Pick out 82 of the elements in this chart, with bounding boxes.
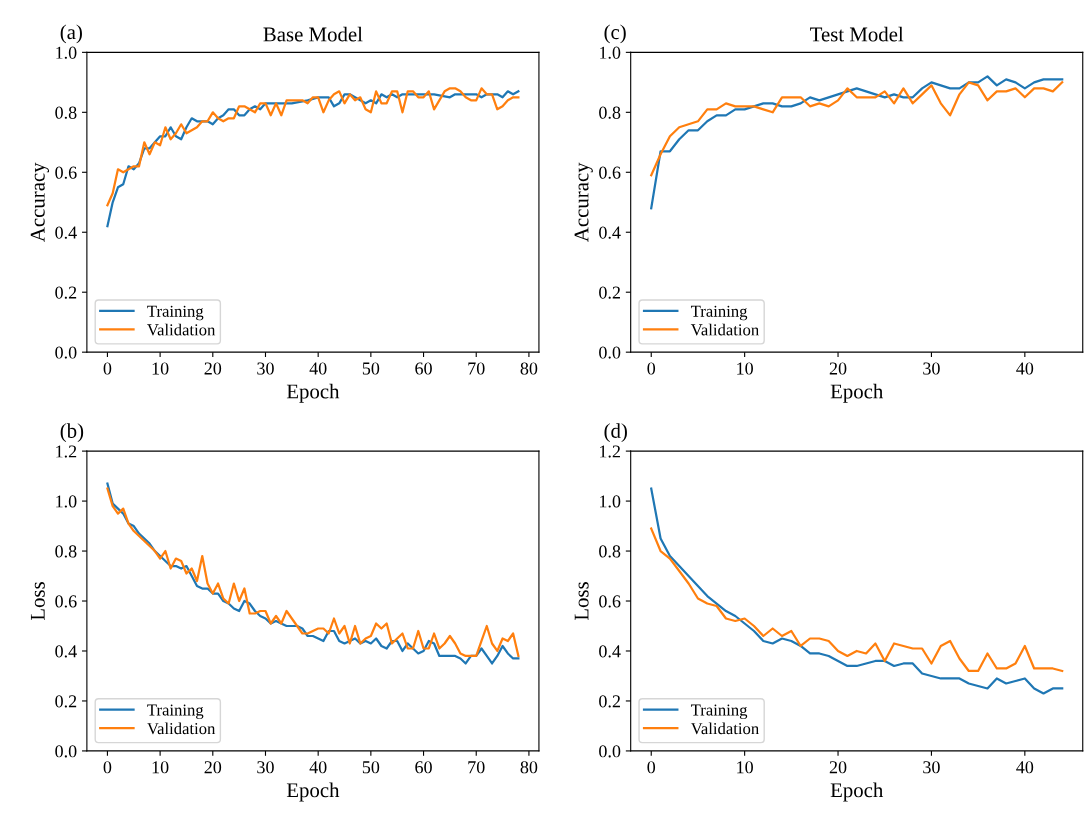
x-tick-label: 10 [737,761,753,774]
y-tick-label: 0.8 [599,545,621,558]
x-tick-label: 30 [257,362,274,375]
line-series [650,75,1064,210]
x-tick-label: 0 [103,362,112,375]
x-tick-label: 30 [923,761,940,774]
x-tick-label: 0 [103,761,112,774]
line-series [106,87,520,207]
y-tick-label: 0.6 [55,166,77,179]
x-axis-title: Epoch [830,383,884,403]
x-tick-label: 70 [468,761,485,774]
legend-label: Validation [147,722,216,735]
y-tick-label: 0.2 [599,695,620,708]
x-tick-label: 40 [309,362,327,375]
y-tick-label: 0.8 [55,545,77,558]
x-axis-title: Epoch [286,383,340,403]
y-tick-label: 0.2 [599,286,620,299]
x-tick-label: 30 [257,761,274,774]
x-tick-label: 20 [204,761,222,774]
y-tick-label: 0.8 [599,106,621,119]
line-series [106,90,520,228]
y-tick-label: 0.4 [55,645,77,658]
x-tick-label: 70 [468,362,485,375]
x-tick-label: 10 [152,761,169,774]
y-tick-label: 0.0 [55,346,77,359]
x-tick-label: 20 [829,362,847,375]
y-axis-title: Accuracy [30,162,50,242]
y-tick-label: 0.4 [599,645,621,658]
x-tick-label: 40 [309,761,327,774]
y-tick-label: 1.0 [56,495,77,508]
y-tick-label: 0.8 [55,106,77,119]
y-axis-title: Loss [574,582,589,621]
y-tick-label: 0.6 [55,595,77,608]
x-tick-label: 60 [415,362,432,375]
text: (c) [604,24,626,44]
x-tick-label: 0 [647,761,656,774]
y-tick-label: 0.0 [599,745,621,758]
x-tick-label: 0 [647,362,656,375]
x-tick-label: 40 [1016,362,1034,375]
line-series [650,81,1064,177]
line-series [650,487,1064,695]
x-tick-label: 80 [520,761,538,774]
y-tick-label: 0.4 [599,226,621,239]
y-axis-title: Accuracy [574,162,593,242]
legend-label: Training [691,704,748,720]
y-tick-label: 0.2 [55,286,77,299]
y-tick-label: 0.6 [599,595,621,608]
x-tick-label: 80 [520,362,538,375]
legend-label: Training [147,704,204,720]
y-tick-label: 1.0 [599,46,621,59]
y-tick-label: 1.2 [599,445,620,458]
y-tick-label: 1.0 [599,495,621,508]
x-tick-label: 20 [204,362,222,375]
x-tick-label: 10 [737,362,753,375]
legend-label: Training [691,305,748,321]
chart-title: Base Model [263,26,363,42]
y-axis-title: Loss [30,582,45,621]
line-series [650,527,1064,673]
x-axis-title: Epoch [286,782,340,802]
x-tick-label: 40 [1016,761,1034,774]
y-tick-label: 1.0 [56,46,77,59]
x-tick-label: 20 [829,761,847,774]
x-tick-label: 30 [923,362,940,375]
y-tick-label: 0.4 [55,226,77,239]
x-tick-label: 60 [415,761,432,774]
text: (a) [60,24,82,44]
x-tick-label: 50 [362,761,380,774]
chart-title: Test Model [810,26,904,42]
y-tick-label: 0.6 [599,166,621,179]
y-tick-label: 0.2 [55,695,77,708]
x-tick-label: 10 [152,362,169,375]
legend-label: Training [147,305,204,321]
y-tick-label: 1.2 [56,445,77,458]
x-tick-label: 50 [362,362,380,375]
legend-label: Validation [147,323,216,336]
y-tick-label: 0.0 [55,745,77,758]
x-axis-title: Epoch [830,782,884,802]
legend-label: Validation [690,722,759,735]
text: (b) [60,423,84,443]
legend-label: Validation [690,323,759,336]
y-tick-label: 0.0 [599,346,621,359]
text: (d) [604,423,627,443]
